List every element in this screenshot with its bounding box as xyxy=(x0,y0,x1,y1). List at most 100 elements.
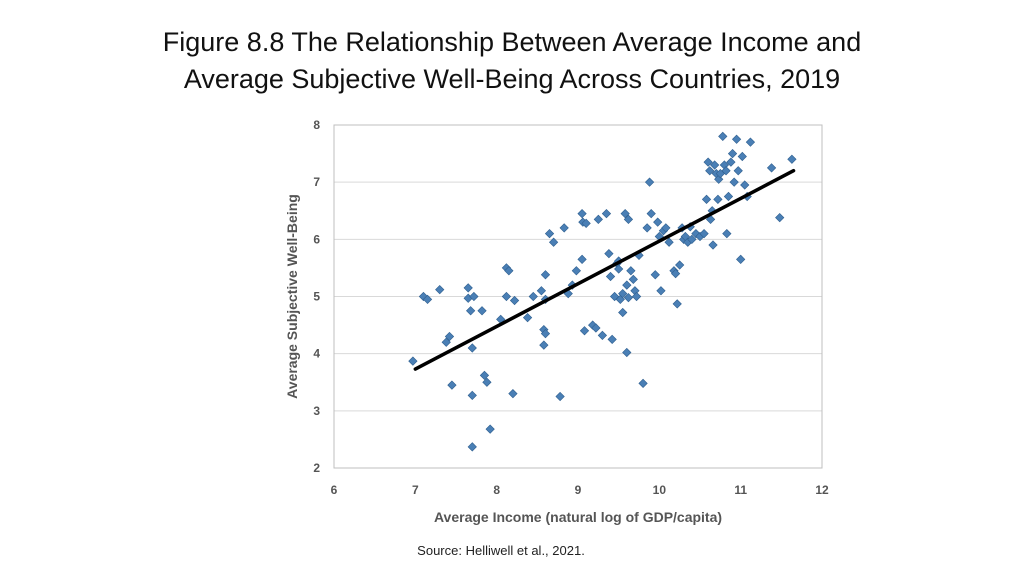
trendline xyxy=(413,168,796,371)
data-point-93 xyxy=(701,194,712,204)
data-point-48 xyxy=(601,208,612,219)
data-point-17 xyxy=(485,424,495,434)
data-point-29 xyxy=(539,340,549,350)
data-point-35 xyxy=(559,223,569,233)
data-point-14 xyxy=(477,306,487,316)
data-point-113 xyxy=(733,166,743,176)
data-point-79 xyxy=(664,237,674,247)
slide-title-line-2: Average Subjective Well-Being Across Cou… xyxy=(183,64,841,94)
data-point-101 xyxy=(713,194,723,204)
x-tick-label-1: 7 xyxy=(412,483,419,497)
data-point-47 xyxy=(597,330,608,340)
slide-title: Figure 8.8 The Relationship Between Aver… xyxy=(0,24,1024,98)
data-point-20 xyxy=(504,266,514,276)
data-point-38 xyxy=(571,266,581,276)
data-point-62 xyxy=(623,214,634,224)
data-point-82 xyxy=(672,299,682,309)
data-point-120 xyxy=(775,212,785,223)
data-point-10 xyxy=(467,343,477,353)
slide-title-line-1: Figure 8.8 The Relationship Between Aver… xyxy=(162,27,862,57)
data-point-111 xyxy=(729,177,739,187)
data-point-83 xyxy=(675,260,685,270)
data-point-69 xyxy=(638,378,648,389)
data-point-33 xyxy=(548,237,559,247)
data-point-94 xyxy=(703,157,713,167)
data-point-11 xyxy=(467,390,477,401)
data-point-32 xyxy=(544,228,555,239)
data-point-15 xyxy=(479,370,490,381)
data-point-72 xyxy=(646,208,656,219)
y-axis-label: Average Subjective Well-Being xyxy=(284,194,300,399)
y-tick-label-4: 6 xyxy=(313,232,320,246)
data-point-1 xyxy=(418,291,429,302)
data-points xyxy=(408,131,797,452)
data-point-23 xyxy=(509,295,520,306)
data-point-21 xyxy=(501,291,512,302)
data-point-73 xyxy=(650,270,660,280)
data-point-119 xyxy=(766,163,777,173)
data-point-34 xyxy=(555,391,565,402)
x-tick-label-2: 8 xyxy=(493,483,500,497)
data-point-0 xyxy=(408,356,418,366)
data-point-46 xyxy=(593,214,603,224)
x-axis-tick-labels: 6 7 8 9 10 11 12 xyxy=(331,483,829,497)
data-point-65 xyxy=(628,274,638,284)
data-point-121 xyxy=(787,154,797,164)
data-point-81 xyxy=(670,269,681,279)
data-point-57 xyxy=(618,289,628,299)
data-point-95 xyxy=(705,166,715,176)
source-note: Source: Helliwell et al., 2021. xyxy=(417,543,585,558)
data-point-12 xyxy=(467,442,477,452)
data-point-71 xyxy=(644,177,655,187)
data-point-115 xyxy=(737,151,747,162)
data-point-58 xyxy=(618,307,628,318)
data-point-2 xyxy=(422,294,433,304)
data-point-42 xyxy=(577,254,587,264)
gridlines xyxy=(334,124,822,469)
data-point-118 xyxy=(745,137,756,147)
x-tick-label-5: 11 xyxy=(734,483,747,497)
data-point-102 xyxy=(714,174,724,184)
data-point-7 xyxy=(463,283,473,293)
x-axis-label: Average Income (natural log of GDP/capit… xyxy=(434,509,722,525)
data-point-55 xyxy=(614,264,624,274)
data-point-26 xyxy=(536,286,547,296)
data-point-5 xyxy=(444,331,455,342)
scatter-chart: 6 7 8 9 10 11 12 2 3 4 5 6 7 8 Average Income (natur… xyxy=(284,118,829,525)
data-point-22 xyxy=(508,389,518,399)
data-point-60 xyxy=(622,280,632,290)
data-point-25 xyxy=(528,291,538,302)
data-point-3 xyxy=(435,285,445,295)
data-point-50 xyxy=(605,271,616,282)
data-point-107 xyxy=(722,228,732,239)
y-tick-label-3: 5 xyxy=(313,290,320,304)
y-axis-tick-labels: 2 3 4 5 6 7 8 xyxy=(313,118,320,475)
y-tick-label-5: 7 xyxy=(313,175,320,189)
x-tick-label-6: 12 xyxy=(815,483,829,497)
data-point-43 xyxy=(579,326,590,336)
data-point-13 xyxy=(469,291,479,302)
y-tick-label-2: 4 xyxy=(313,347,320,361)
data-point-89 xyxy=(687,234,697,244)
data-point-106 xyxy=(721,166,731,176)
x-tick-label-4: 10 xyxy=(653,483,667,497)
data-point-76 xyxy=(656,286,666,296)
data-point-108 xyxy=(723,191,734,202)
data-point-70 xyxy=(642,223,652,233)
data-point-49 xyxy=(604,249,614,259)
data-point-51 xyxy=(607,334,617,344)
data-point-45 xyxy=(591,323,601,333)
data-point-110 xyxy=(727,148,738,159)
data-point-98 xyxy=(708,240,718,250)
data-point-56 xyxy=(615,294,625,304)
y-tick-label-1: 3 xyxy=(313,404,320,418)
data-point-30 xyxy=(540,270,551,280)
data-point-112 xyxy=(731,134,742,144)
data-point-74 xyxy=(653,217,663,227)
data-point-63 xyxy=(623,293,634,303)
data-point-6 xyxy=(447,380,457,390)
data-point-92 xyxy=(699,228,709,239)
data-point-99 xyxy=(710,160,720,170)
x-tick-label-0: 6 xyxy=(331,483,338,497)
x-tick-label-3: 9 xyxy=(575,483,582,497)
